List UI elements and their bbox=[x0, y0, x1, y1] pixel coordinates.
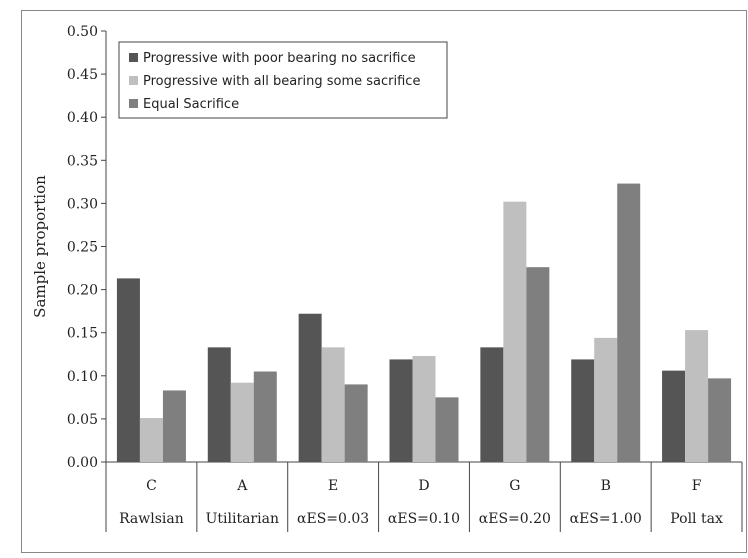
y-tick-label: 0.25 bbox=[67, 240, 98, 256]
y-tick-label: 0.30 bbox=[67, 196, 98, 212]
bar-3 bbox=[162, 390, 186, 462]
legend-label: Progressive with all bearing some sacrif… bbox=[143, 74, 420, 89]
y-tick-label: 0.10 bbox=[67, 369, 98, 385]
bar-2 bbox=[139, 418, 163, 462]
bar-2 bbox=[412, 355, 436, 462]
legend-swatch bbox=[129, 99, 138, 108]
bar-1 bbox=[571, 359, 595, 462]
y-tick-label: 0.40 bbox=[67, 110, 98, 126]
legend-box bbox=[118, 41, 448, 119]
category-code-label: D bbox=[418, 478, 429, 494]
y-tick-label: 0.20 bbox=[67, 283, 98, 299]
bar-2 bbox=[594, 337, 618, 462]
bar-2 bbox=[685, 330, 709, 462]
bar-3 bbox=[344, 384, 368, 462]
category-code-label: A bbox=[236, 478, 248, 494]
y-tick-label: 0.35 bbox=[67, 153, 98, 169]
y-tick-label: 0.15 bbox=[67, 326, 98, 342]
category-name-label: Rawlsian bbox=[119, 511, 184, 527]
legend-swatch bbox=[129, 76, 138, 85]
y-axis-label: Sample proportion bbox=[31, 175, 49, 318]
bar-2 bbox=[321, 347, 345, 462]
category-name-label: αES=0.03 bbox=[297, 511, 369, 527]
category-code-label: E bbox=[328, 478, 338, 494]
category-name-label: αES=0.10 bbox=[388, 511, 460, 527]
bar-1 bbox=[480, 347, 504, 462]
category-name-label: αES=1.00 bbox=[570, 511, 642, 527]
y-tick-label: 0.05 bbox=[67, 412, 98, 428]
bar-3 bbox=[526, 267, 550, 462]
category-code-label: C bbox=[146, 478, 157, 494]
legend-label: Progressive with poor bearing no sacrifi… bbox=[143, 51, 416, 66]
category-name-label: Utilitarian bbox=[206, 511, 279, 527]
category-code-label: B bbox=[601, 478, 611, 494]
y-tick-label: 0.45 bbox=[67, 67, 98, 83]
bar-1 bbox=[207, 347, 231, 462]
bar-1 bbox=[662, 370, 686, 462]
chart-border bbox=[21, 10, 747, 553]
legend-label: Equal Sacrifice bbox=[143, 97, 239, 112]
category-code-label: F bbox=[692, 478, 702, 494]
category-code-label: G bbox=[509, 478, 520, 494]
bar-3 bbox=[617, 183, 641, 462]
category-name-label: Poll tax bbox=[670, 511, 723, 527]
bar-3 bbox=[253, 371, 277, 462]
category-name-label: αES=0.20 bbox=[479, 511, 551, 527]
plot-area: 0.00 0.05 0.10 0.15 0.20 0.25 0.30 0.35 0.40 0.45… bbox=[31, 24, 743, 532]
bar-1 bbox=[298, 313, 322, 462]
bar-3 bbox=[708, 378, 732, 462]
y-tick-label: 0.00 bbox=[67, 455, 98, 471]
bar-1 bbox=[116, 278, 140, 462]
y-tick-label: 0.50 bbox=[67, 24, 98, 40]
bar-1 bbox=[389, 359, 413, 462]
bar-2 bbox=[230, 382, 254, 462]
legend-swatch bbox=[129, 53, 138, 62]
bar-3 bbox=[435, 397, 459, 462]
bar-2 bbox=[503, 201, 527, 462]
